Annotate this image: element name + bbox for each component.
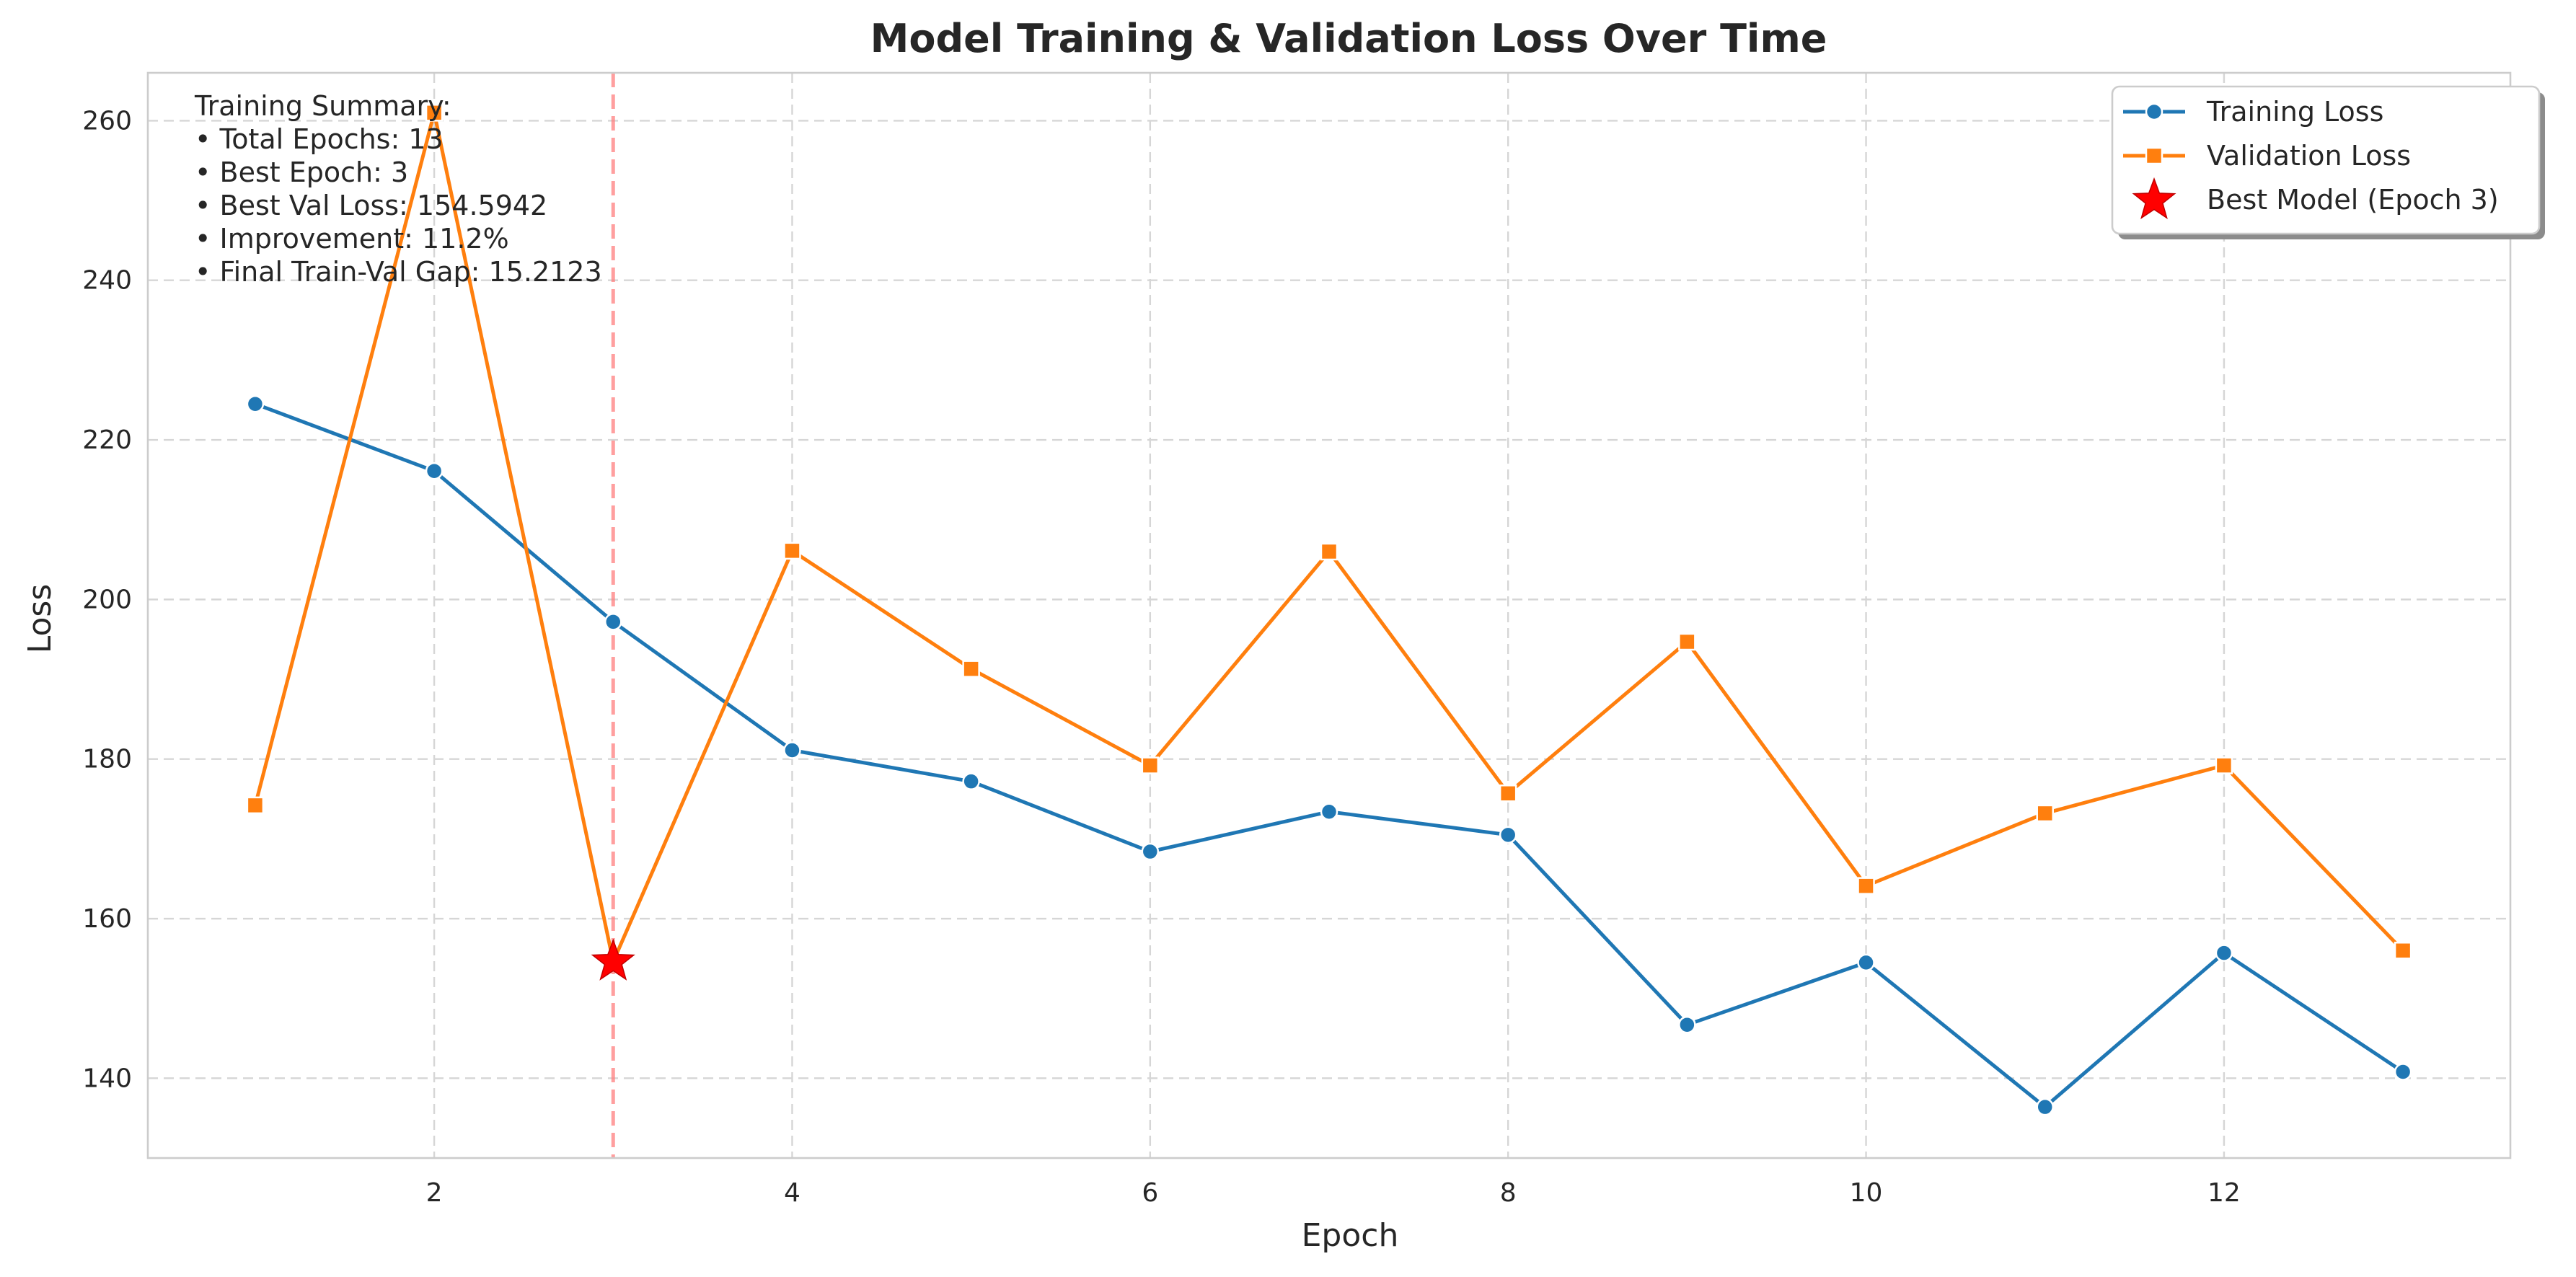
y-tick-label: 200 <box>82 585 132 614</box>
y-tick-label: 220 <box>82 425 132 455</box>
training-loss-point <box>246 394 265 413</box>
summary-line: • Best Val Loss: 154.5942 <box>195 190 547 221</box>
validation-loss-point <box>246 796 265 815</box>
x-tick-label: 2 <box>426 1178 443 1208</box>
validation-loss-point <box>962 660 980 678</box>
legend-key-best-model-star <box>2132 177 2176 220</box>
plot-frame <box>146 71 2512 1159</box>
training-loss-line <box>255 402 2404 1109</box>
validation-loss-point <box>425 104 444 122</box>
legend-marker-validation-loss <box>2145 146 2163 165</box>
summary-title: Training Summary: <box>194 90 451 122</box>
validation-loss-point <box>1499 785 1517 803</box>
validation-loss-point <box>2215 756 2233 774</box>
y-axis-title: Loss <box>22 584 58 654</box>
training-summary: Training Summary: • Total Epochs: 13 • B… <box>194 90 602 288</box>
summary-line: • Total Epochs: 13 <box>195 123 444 155</box>
x-tick-label: 10 <box>1850 1178 1883 1208</box>
y-tick-label: 260 <box>82 106 132 136</box>
x-axis-title: Epoch <box>1302 1217 1399 1254</box>
x-tick-label: 4 <box>784 1178 800 1208</box>
training-loss-point <box>604 613 622 631</box>
summary-line: • Best Epoch: 3 <box>195 156 408 188</box>
best-model-star <box>591 938 635 981</box>
validation-loss-point <box>1320 542 1338 561</box>
y-tick-label: 140 <box>82 1064 132 1093</box>
y-tick-label: 240 <box>82 266 132 296</box>
legend: Training Loss Validation Loss Best Model… <box>2111 85 2545 239</box>
validation-loss-point <box>2394 942 2412 960</box>
validation-loss-point <box>1141 756 1160 774</box>
x-tick-label: 12 <box>2207 1178 2241 1208</box>
training-loss-point <box>1141 842 1160 861</box>
validation-loss-point <box>1857 877 1875 895</box>
x-tick-label: 8 <box>1500 1178 1517 1208</box>
legend-box <box>2111 85 2541 235</box>
chart-title: Model Training & Validation Loss Over Ti… <box>870 16 1827 61</box>
training-loss-point <box>1320 803 1338 821</box>
y-tick-label: 160 <box>82 904 132 934</box>
training-loss-point <box>2394 1063 2412 1081</box>
tick-labels: 2 4 6 8 10 12 140 160 180 200 220 240 260 <box>82 106 2241 1208</box>
legend-label-validation-loss: Validation Loss <box>2207 140 2411 172</box>
training-loss-point <box>1499 826 1517 844</box>
validation-loss-point <box>1678 632 1696 651</box>
y-tick-label: 180 <box>82 745 132 774</box>
validation-loss-point <box>783 542 801 560</box>
training-loss-point <box>1678 1015 1696 1034</box>
training-loss-point <box>783 741 801 759</box>
x-tick-label: 6 <box>1142 1178 1158 1208</box>
legend-marker-training-loss <box>2145 102 2163 121</box>
legend-label-training-loss: Training Loss <box>2206 96 2383 128</box>
grid <box>148 73 2510 1158</box>
training-loss-point <box>2215 944 2233 962</box>
training-loss-point <box>1857 953 1875 972</box>
markers-group <box>246 104 2412 1116</box>
summary-line: • Improvement: 11.2% <box>195 223 509 255</box>
validation-loss-point <box>2036 804 2054 823</box>
validation-loss-line <box>253 110 2404 964</box>
legend-label-best-model: Best Model (Epoch 3) <box>2207 184 2499 216</box>
training-loss-point <box>2036 1097 2054 1116</box>
training-loss-point <box>425 461 444 480</box>
summary-line: • Final Train-Val Gap: 15.2123 <box>195 256 602 288</box>
training-loss-point <box>962 772 980 790</box>
